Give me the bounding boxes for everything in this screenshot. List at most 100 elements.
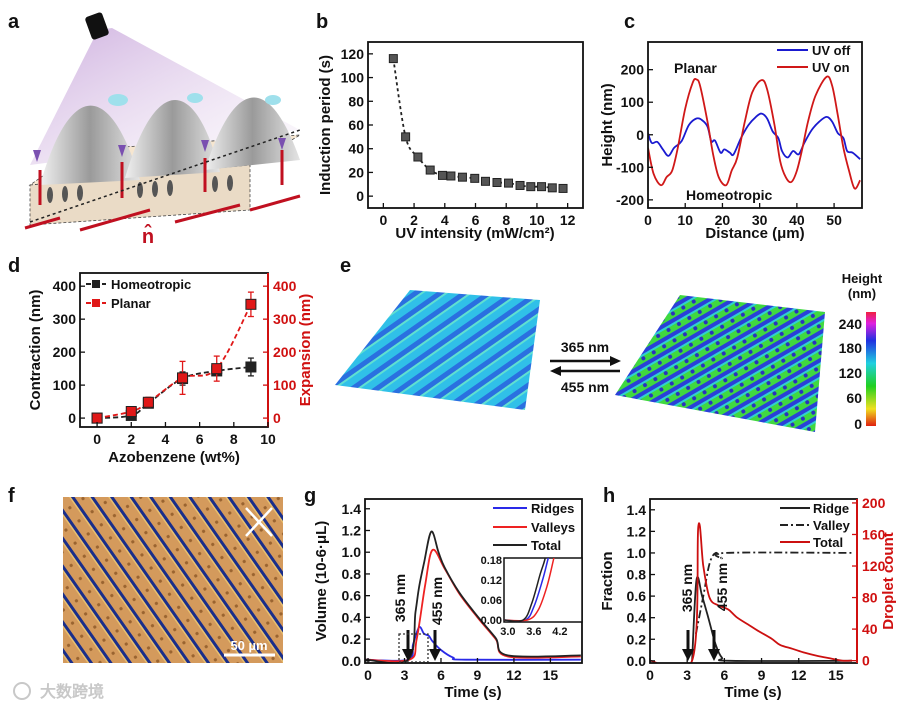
x-tick-label: 10 [529, 212, 545, 228]
chart-h: 0 3 6 9 12 15 0.0 0.2 0.4 0.6 0.8 1.0 1.2 1.4 0 40 80 120… [599, 495, 897, 701]
colorbar [866, 312, 876, 426]
x-tick-label: 6 [196, 431, 204, 447]
ridge-2 [125, 99, 220, 178]
inset-x-tick-label: 3.6 [526, 626, 541, 638]
x-tick-label: 4 [162, 431, 170, 447]
data-point [470, 173, 480, 183]
legend-label: Total [531, 538, 561, 553]
data-point [526, 182, 536, 192]
data-point [245, 361, 257, 373]
droplet [108, 94, 128, 106]
x-tick-label: 6 [437, 667, 445, 683]
inset-series-total [504, 558, 546, 622]
lc-molecules [47, 175, 233, 203]
series-line-induction-period [392, 58, 564, 190]
arrow-back-head-icon [550, 366, 561, 376]
legend-label: Ridge [813, 501, 849, 516]
legend-label: Ridges [531, 501, 574, 516]
x-tick-label: 0 [93, 431, 101, 447]
y-axis-label: Fraction [599, 551, 616, 610]
y-tick-label: 0 [356, 188, 364, 204]
x-tick-label: 10 [677, 212, 693, 228]
plot-frame [79, 272, 269, 428]
inset-y-tick-label: 0.12 [481, 575, 502, 587]
panel-label-g: g [304, 485, 316, 507]
x-tick-label: 15 [543, 667, 559, 683]
annotation: 365 nm [679, 564, 695, 612]
y2-tick-label: 200 [273, 344, 297, 360]
y-tick-label: 0.6 [627, 588, 647, 604]
colorbar-tick-label: 180 [839, 340, 863, 356]
y2-tick-label: 200 [862, 495, 886, 511]
x-axis-label: Time (s) [444, 684, 501, 701]
y2-tick-label: 160 [862, 526, 886, 542]
droplet [265, 95, 281, 105]
x-axis-label: Azobenzene (wt%) [108, 449, 240, 466]
ridge-1 [40, 105, 140, 185]
x-tick-label: 8 [230, 431, 238, 447]
legend-label: Valleys [531, 520, 575, 535]
y-tick-label: -100 [616, 159, 644, 175]
x-tick-label: 8 [502, 212, 510, 228]
x-tick-label: 2 [410, 212, 418, 228]
annotation: 365 nm [392, 574, 408, 622]
panel-f-micrograph: 50 µm [63, 497, 283, 663]
inset-y-tick-label: 0.00 [481, 615, 502, 627]
inset-frame [503, 557, 583, 623]
annotation: Homeotropic [686, 187, 773, 203]
x-tick-label: 12 [506, 667, 522, 683]
x-axis-label: UV intensity (mW/cm²) [395, 225, 554, 242]
arrow-head-icon [429, 649, 441, 661]
colorbar-title: Height [842, 271, 883, 286]
data-point [504, 178, 514, 188]
annotation: 455 nm [714, 563, 730, 611]
director-arrows [24, 150, 301, 232]
data-point [480, 176, 490, 186]
annotation: 455 nm [429, 577, 445, 625]
y-tick-label: 100 [341, 70, 365, 86]
y2-tick-label: 40 [862, 621, 878, 637]
data-point [211, 363, 223, 375]
y-axis-label: Height (nm) [599, 83, 616, 166]
data-point [413, 152, 423, 162]
colorbar-tick-label: 120 [839, 365, 863, 381]
data-point [537, 182, 547, 192]
series-line-uv-off [648, 112, 861, 160]
x-tick-label: 2 [127, 431, 135, 447]
y-tick-label: 80 [348, 93, 364, 109]
data-point [125, 406, 137, 418]
x-tick-label: 12 [560, 212, 576, 228]
data-point [457, 172, 467, 182]
data-point [245, 298, 257, 310]
y-tick-label: 0.2 [627, 631, 647, 647]
y-axis-label: Contraction (nm) [27, 290, 44, 411]
x-tick-label: 0 [379, 212, 387, 228]
arrow-label-455: 455 nm [561, 379, 609, 395]
data-point [547, 183, 557, 193]
arrow-forward-head-icon [610, 356, 621, 366]
panel-label-f: f [8, 485, 15, 507]
y2-tick-label: 120 [862, 558, 886, 574]
x-tick-label: 6 [472, 212, 480, 228]
annotation: Planar [674, 60, 717, 76]
polarizer-cross-icon [245, 507, 273, 537]
panel-label-b: b [316, 11, 328, 33]
y2-tick-label: 0 [273, 410, 281, 426]
y-tick-label: 1.0 [627, 545, 647, 561]
plot-frame [367, 41, 584, 209]
y-tick-label: 200 [53, 344, 77, 360]
data-point [515, 180, 525, 190]
y2-tick-label: 80 [862, 590, 878, 606]
x-tick-label: 30 [752, 212, 768, 228]
data-point [91, 412, 103, 424]
y-tick-label: 400 [53, 278, 77, 294]
y-tick-label: 1.4 [627, 502, 647, 518]
y-tick-label: 0 [68, 410, 76, 426]
data-point [558, 183, 568, 193]
x-tick-label: 3 [401, 667, 409, 683]
panel-e-afm: 365 nm 455 nm Height (nm) 240 180 120 60 0 [335, 271, 883, 432]
arrow-label-365: 365 nm [561, 339, 609, 355]
afm-surface-after [615, 295, 825, 432]
series-line-homeotropic [97, 366, 252, 419]
